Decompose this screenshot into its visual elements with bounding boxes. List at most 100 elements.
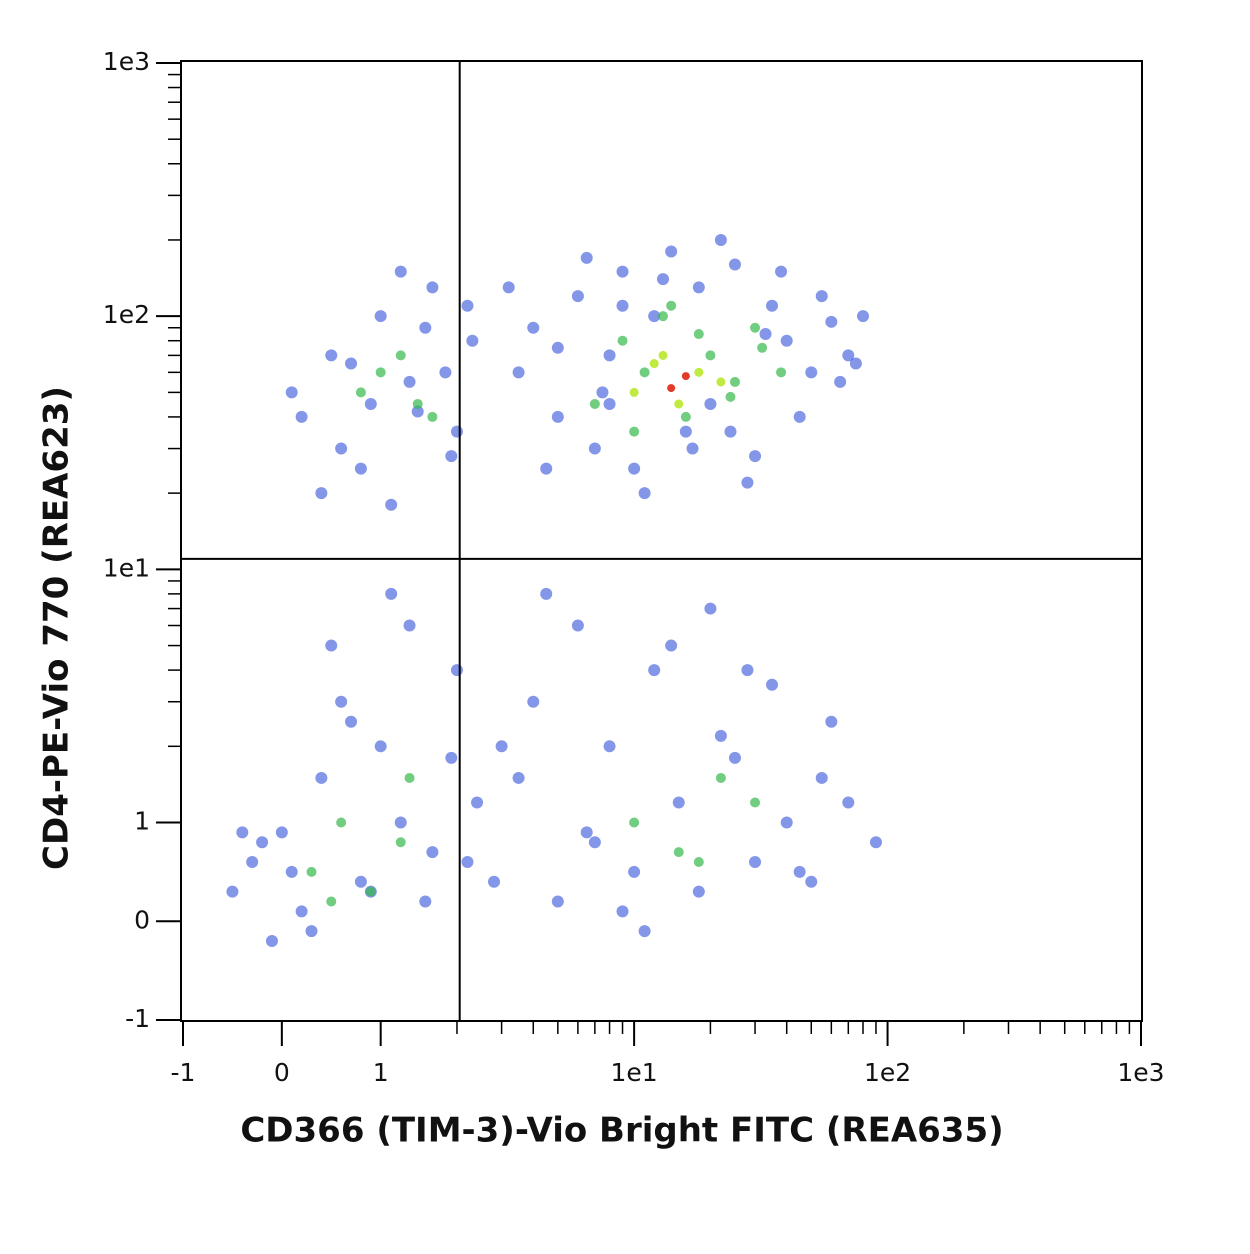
data-point bbox=[471, 796, 484, 809]
data-point bbox=[571, 619, 584, 632]
data-point bbox=[394, 816, 407, 829]
data-point bbox=[693, 329, 704, 340]
data-point bbox=[527, 321, 540, 334]
data-point bbox=[716, 377, 726, 387]
data-point bbox=[766, 299, 779, 312]
data-point bbox=[715, 772, 726, 783]
data-point bbox=[445, 751, 458, 764]
data-point bbox=[815, 771, 828, 784]
data-point bbox=[426, 846, 439, 859]
data-point bbox=[657, 311, 668, 322]
data-point bbox=[805, 875, 818, 888]
data-point bbox=[648, 310, 661, 323]
data-point bbox=[374, 310, 387, 323]
data-point bbox=[776, 367, 787, 378]
data-point bbox=[551, 410, 564, 423]
data-point bbox=[766, 678, 779, 691]
data-point bbox=[667, 384, 676, 393]
data-point bbox=[355, 387, 366, 398]
data-point bbox=[450, 664, 463, 677]
data-point bbox=[629, 817, 640, 828]
data-point bbox=[616, 299, 629, 312]
data-point bbox=[461, 856, 474, 869]
x-tick-label: 1e1 bbox=[611, 1058, 658, 1087]
data-point bbox=[345, 357, 358, 370]
data-point bbox=[750, 322, 761, 333]
data-point bbox=[385, 587, 398, 600]
data-point bbox=[275, 826, 288, 839]
data-point bbox=[638, 487, 651, 500]
data-point bbox=[629, 426, 640, 437]
data-point bbox=[596, 386, 609, 399]
data-point bbox=[295, 410, 308, 423]
data-point bbox=[666, 300, 677, 311]
data-point bbox=[693, 857, 704, 868]
data-point bbox=[679, 425, 692, 438]
data-point bbox=[741, 664, 754, 677]
data-point bbox=[315, 487, 328, 500]
y-tick-label: 1e2 bbox=[103, 300, 150, 329]
data-point bbox=[728, 258, 741, 271]
data-point bbox=[325, 349, 338, 362]
data-point bbox=[315, 771, 328, 784]
data-point bbox=[495, 740, 508, 753]
data-point bbox=[265, 935, 278, 948]
data-point bbox=[728, 751, 741, 764]
data-point bbox=[705, 350, 716, 361]
data-point bbox=[325, 639, 338, 652]
x-tick-label: 0 bbox=[274, 1058, 290, 1087]
data-point bbox=[246, 856, 259, 869]
data-point bbox=[450, 425, 463, 438]
x-tick-label: 1 bbox=[373, 1058, 389, 1087]
data-point bbox=[295, 905, 308, 918]
data-point bbox=[686, 442, 699, 455]
data-point bbox=[335, 442, 348, 455]
data-point bbox=[502, 281, 515, 294]
data-point bbox=[681, 372, 690, 381]
y-tick-label: 1 bbox=[134, 807, 150, 836]
data-point bbox=[426, 281, 439, 294]
data-point bbox=[603, 349, 616, 362]
data-point bbox=[639, 367, 650, 378]
y-tick-label: 0 bbox=[134, 905, 150, 934]
data-point bbox=[780, 334, 793, 347]
data-point bbox=[461, 299, 474, 312]
data-point bbox=[571, 290, 584, 303]
data-point bbox=[395, 837, 406, 848]
data-point bbox=[638, 925, 651, 938]
data-point bbox=[780, 816, 793, 829]
data-point bbox=[793, 410, 806, 423]
data-point bbox=[580, 826, 593, 839]
data-point bbox=[335, 695, 348, 708]
data-point bbox=[674, 399, 684, 409]
data-point bbox=[412, 398, 423, 409]
data-point bbox=[375, 367, 386, 378]
data-point bbox=[305, 925, 318, 938]
data-point bbox=[419, 321, 432, 334]
x-tick-label: 1e3 bbox=[1117, 1058, 1164, 1087]
data-point bbox=[326, 896, 337, 907]
data-point bbox=[527, 695, 540, 708]
data-point bbox=[793, 865, 806, 878]
y-tick-label: -1 bbox=[125, 1004, 150, 1033]
data-point bbox=[692, 885, 705, 898]
data-point bbox=[842, 796, 855, 809]
data-point bbox=[628, 865, 641, 878]
data-point bbox=[589, 398, 600, 409]
data-point bbox=[364, 397, 377, 410]
data-point bbox=[658, 350, 668, 360]
data-point bbox=[815, 290, 828, 303]
data-point bbox=[729, 376, 740, 387]
data-point bbox=[680, 411, 691, 422]
data-point bbox=[551, 895, 564, 908]
data-point bbox=[750, 797, 761, 808]
data-point bbox=[427, 411, 438, 422]
data-point bbox=[692, 281, 705, 294]
data-point bbox=[672, 796, 685, 809]
data-point bbox=[757, 342, 768, 353]
data-point bbox=[395, 350, 406, 361]
data-point bbox=[404, 772, 415, 783]
data-point bbox=[616, 265, 629, 278]
